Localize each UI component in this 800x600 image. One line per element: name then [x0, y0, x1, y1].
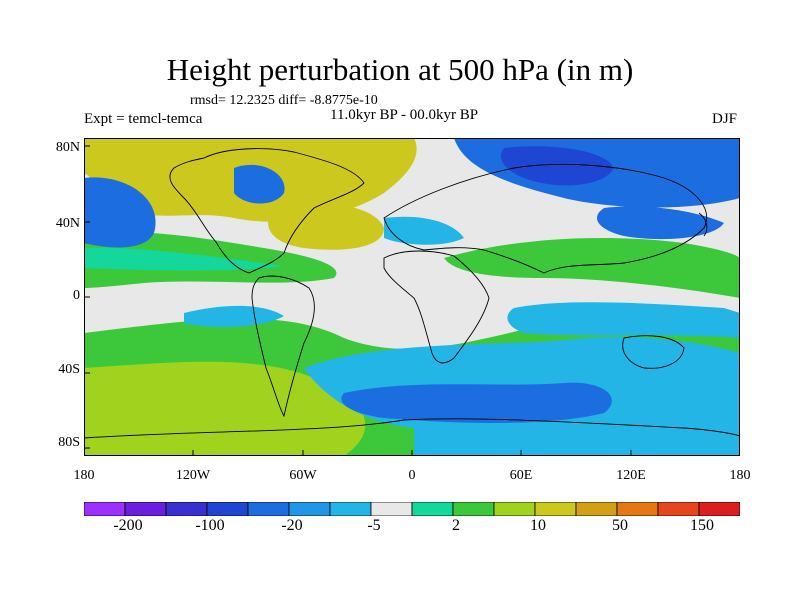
colorbar-box [206, 502, 249, 516]
europe-cyan [384, 216, 464, 245]
japan-blue [596, 206, 724, 240]
colorbar-box [124, 502, 167, 516]
lon-tick-180w: 180 [73, 468, 95, 483]
south-pacific-lime [84, 361, 366, 456]
contour-fill-layer [84, 138, 740, 456]
colorbar-box [616, 502, 659, 516]
stats-label: rmsd= 12.2325 diff= -8.8775e-10 [190, 93, 378, 108]
colorbar-label: -100 [195, 517, 225, 534]
colorbar-label: 2 [452, 517, 460, 534]
colorbar-box [370, 502, 413, 516]
colorbar-boxes [84, 502, 740, 516]
colorbar-label: 50 [612, 517, 628, 534]
south-america-coast [251, 275, 315, 418]
africa-coast [383, 250, 490, 364]
colorbar-box [493, 502, 536, 516]
colorbar-box [575, 502, 618, 516]
colorbar-label: 150 [690, 517, 714, 534]
lon-tick-180e: 180 [729, 468, 751, 483]
plot-title: Height perturbation at 500 hPa (in m) [166, 52, 634, 87]
lon-tick-120w: 120W [175, 468, 211, 483]
colorbar-box [165, 502, 208, 516]
experiment-label: Expt = temcl-temca [84, 111, 203, 127]
colorbar-label: 10 [530, 517, 546, 534]
siberia-darkblue [500, 146, 614, 186]
colorbar-box [534, 502, 577, 516]
map-ticks [84, 145, 632, 456]
lon-tick-60w: 60W [289, 468, 317, 483]
colorbar-box [329, 502, 372, 516]
colorbar-box [288, 502, 331, 516]
lat-tick-80n: 80N [55, 140, 80, 155]
colorbar-label: -20 [281, 517, 303, 534]
colorbar-box [247, 502, 290, 516]
colorbar-box [452, 502, 495, 516]
lon-tick-60e: 60E [509, 468, 533, 483]
north-pacific-blue [84, 177, 156, 248]
indian-ocean-cyan [507, 302, 740, 338]
lon-tick-120e: 120E [616, 468, 646, 483]
tropic-cyan-patch [184, 305, 284, 328]
antarctica-coast [84, 418, 740, 439]
colorbar-box [657, 502, 700, 516]
lat-tick-40s: 40S [58, 362, 80, 377]
colorbar-box [411, 502, 454, 516]
antarctic-cyan [414, 426, 740, 456]
lat-tick-80s: 80S [58, 435, 80, 450]
eurasia-coast [383, 163, 708, 274]
colorbar-box [84, 502, 126, 516]
asia-green [444, 238, 740, 298]
atlantic-olive [268, 203, 384, 250]
lon-tick-0: 0 [408, 468, 416, 483]
colorbar-label: -5 [367, 517, 381, 534]
period-label: 11.0kyr BP - 00.0kyr BP [330, 107, 479, 123]
australia-coast [622, 335, 685, 369]
lat-tick-0: 0 [73, 288, 80, 303]
japan-coast [698, 212, 708, 237]
north-america-coast [169, 148, 365, 274]
colorbar-box [698, 502, 740, 516]
season-label: DJF [712, 111, 738, 127]
colorbar [84, 502, 740, 516]
lat-tick-40n: 40N [55, 216, 80, 231]
coastlines [84, 148, 740, 439]
southern-ocean-blue [341, 382, 612, 423]
colorbar-label: -200 [113, 517, 143, 534]
hudson-blue [234, 164, 285, 204]
world-map [84, 138, 740, 456]
